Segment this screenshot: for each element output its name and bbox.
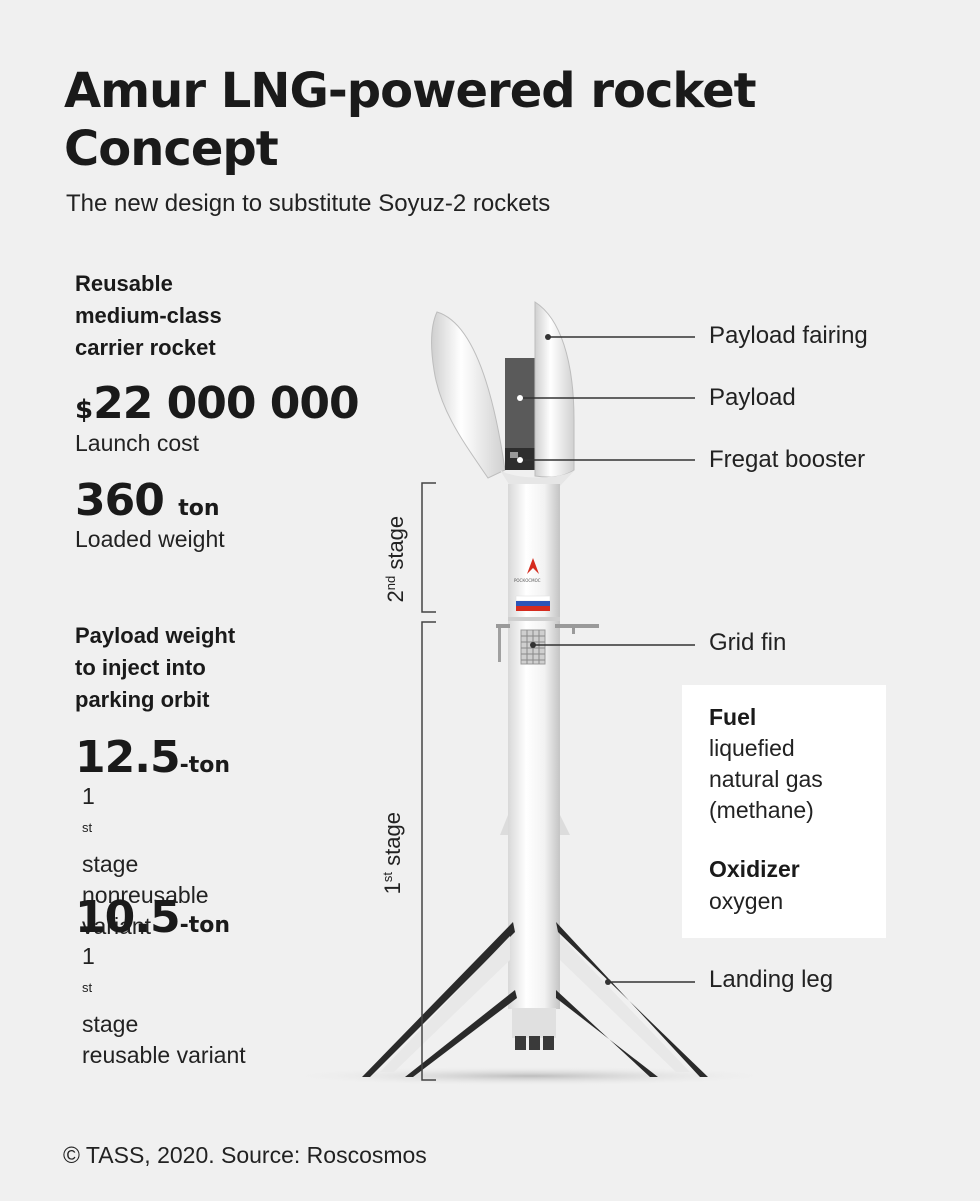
oxidizer-heading: Oxidizer	[709, 856, 800, 882]
fairing-right-half	[534, 301, 575, 478]
landing-leg-right-panel	[560, 936, 690, 1072]
landing-leg-left-inner	[405, 990, 517, 1077]
variant-number: 12.5	[75, 732, 181, 783]
engine-nozzle	[529, 1036, 540, 1050]
stage-word: stage	[82, 1010, 139, 1037]
fregat-booster-detail	[510, 452, 518, 458]
oxidizer-value: oxygen	[709, 888, 784, 914]
stage-ordinal-suffix: st	[379, 871, 395, 883]
stage-ordinal: 1	[82, 783, 95, 809]
callout-fregat-booster: Fregat booster	[709, 446, 866, 473]
loaded-weight-number: 360	[75, 475, 165, 526]
landing-leg-left-panel	[380, 936, 510, 1072]
callout-dot	[517, 395, 523, 401]
grid-fin-arm-left-drop	[498, 628, 501, 662]
fuel-info-box: Fuel liquefied natural gas (methane) Oxi…	[682, 685, 886, 938]
stage-ordinal-suffix: st	[82, 980, 93, 995]
fuel-description: liquefied natural gas (methane)	[709, 733, 823, 826]
payload-block	[505, 358, 535, 450]
rocket-body	[508, 484, 560, 1009]
launch-cost-label: Launch cost	[75, 430, 200, 456]
stage-ordinal-suffix: st	[82, 820, 93, 835]
launch-cost-number: 22 000 000	[93, 378, 360, 429]
body-fin-left	[500, 815, 508, 835]
stage-ordinal: 1	[82, 943, 95, 969]
fuel-heading: Fuel	[709, 704, 757, 730]
flag-blue	[516, 601, 550, 606]
loaded-weight-unit: ton	[178, 496, 220, 521]
callout-dot	[530, 642, 536, 648]
variant-desc-line: nonreusable	[82, 881, 209, 908]
variant-stage-line: 1 st stage	[82, 941, 246, 1040]
grid-fin-arm-right-tip	[572, 628, 575, 634]
variant-reusable-value: 10.5-ton	[75, 895, 230, 949]
roscosmos-logo-icon	[527, 558, 539, 574]
callout-payload-fairing: Payload fairing	[709, 322, 868, 349]
stage-ordinal: 2	[383, 590, 409, 603]
fairing-left-half-open	[431, 311, 506, 479]
stage-ordinal: 1	[380, 882, 406, 895]
loaded-weight-value: 360 ton	[75, 478, 219, 532]
grid-fin-arm-right	[555, 624, 599, 628]
second-stage-label: 2nd stage	[383, 509, 409, 609]
source-credit: © TASS, 2020. Source: Roscosmos	[63, 1142, 427, 1168]
variant-unit: -ton	[179, 753, 230, 778]
payload-heading-line: parking orbit	[75, 687, 210, 712]
callout-grid-fin: Grid fin	[709, 629, 787, 656]
callout-dot	[517, 457, 523, 463]
variant-nonreusable-desc: 1 st stage nonreusable variant	[82, 781, 209, 942]
page-subtitle: The new design to substitute Soyuz-2 roc…	[66, 190, 551, 217]
landing-leg-right	[556, 922, 708, 1077]
stage-word: stage	[82, 850, 139, 877]
callout-payload: Payload	[709, 384, 796, 411]
callout-dot	[545, 334, 551, 340]
rocket-class-heading: Reusable medium-class carrier rocket	[75, 268, 222, 364]
stage-word: stage	[380, 812, 406, 872]
variant-nonreusable-value: 12.5-ton	[75, 735, 230, 789]
rocket-class-line: Reusable	[75, 271, 173, 296]
fuel-line: liquefied	[709, 735, 795, 761]
payload-heading-line: to inject into	[75, 655, 206, 680]
body-fin-right	[560, 815, 570, 835]
fuel-line: natural gas	[709, 766, 823, 792]
stage-ordinal-suffix: nd	[382, 575, 398, 591]
title-line-1: Amur LNG-powered rocket	[64, 63, 757, 119]
engine-section	[512, 1008, 556, 1038]
variant-stage-line: 1 st stage	[82, 781, 209, 880]
fuel-line: (methane)	[709, 797, 814, 823]
currency-symbol: $	[75, 395, 94, 425]
rocket-logo-text: РОСКОСМОС	[514, 578, 541, 583]
first-stage-label: 1st stage	[380, 803, 406, 903]
engine-nozzle	[543, 1036, 554, 1050]
launch-cost-value: $22 000 000	[75, 378, 360, 433]
flag-red	[516, 606, 550, 611]
landing-leg-left	[362, 922, 515, 1077]
rocket-interstage	[500, 470, 575, 486]
rocket-class-line: medium-class	[75, 303, 222, 328]
variant-desc-line: variant	[82, 912, 152, 939]
callout-landing-leg: Landing leg	[709, 966, 834, 993]
engine-nozzle	[515, 1036, 526, 1050]
variant-number: 10.5	[75, 892, 181, 943]
loaded-weight-label: Loaded weight	[75, 526, 225, 552]
stage-word: stage	[383, 515, 409, 576]
ground-shadow	[280, 1066, 780, 1086]
page-title: Amur LNG-powered rocket Concept	[64, 62, 924, 178]
rocket-class-line: carrier rocket	[75, 335, 216, 360]
title-line-2: Concept	[64, 121, 279, 177]
variant-desc-line: reusable variant	[82, 1041, 246, 1068]
variant-unit: -ton	[179, 913, 230, 938]
grid-fin-arm-left	[496, 624, 510, 628]
payload-weight-heading: Payload weight to inject into parking or…	[75, 620, 235, 716]
stage-separation-ring	[508, 617, 560, 621]
payload-heading-line: Payload weight	[75, 623, 236, 648]
callout-dot	[605, 979, 611, 985]
variant-reusable-desc: 1 st stage reusable variant	[82, 941, 246, 1071]
flag-white	[515, 595, 551, 602]
second-stage-bracket	[421, 482, 436, 613]
first-stage-bracket	[421, 621, 436, 1081]
